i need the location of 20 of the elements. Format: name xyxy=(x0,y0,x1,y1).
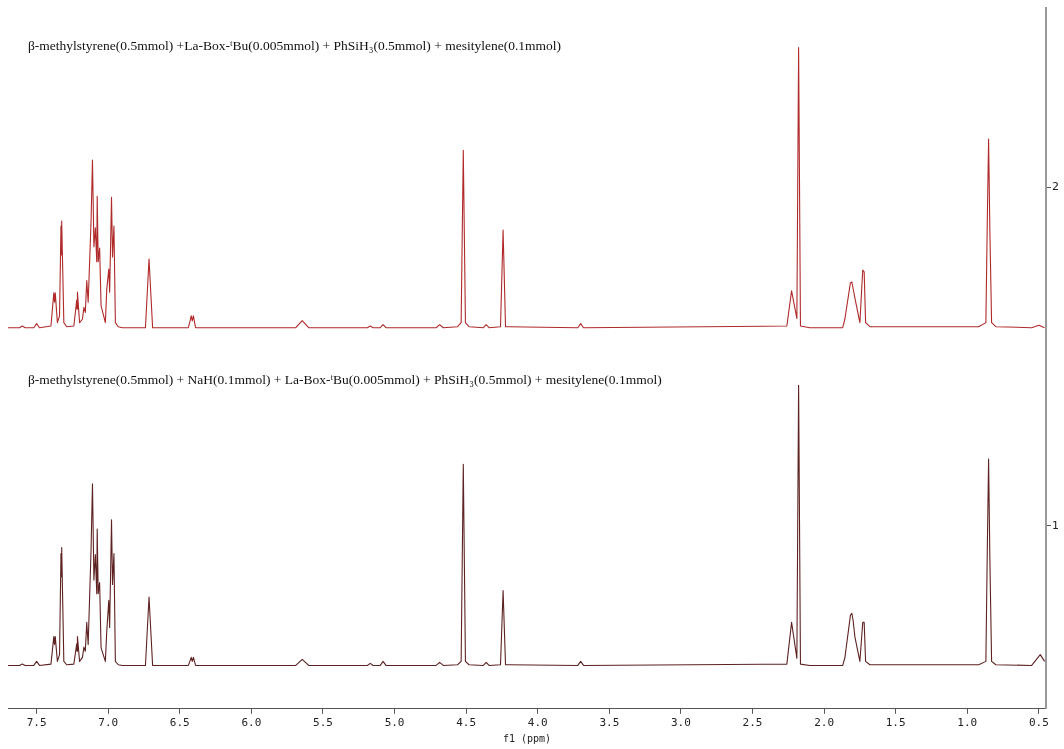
x-tick-label: 1.0 xyxy=(957,716,978,730)
x-axis-title: f1 (ppm) xyxy=(502,732,552,744)
x-tick-label: 7.5 xyxy=(26,716,47,730)
x-tick-label: 2.5 xyxy=(742,716,763,730)
y-tick-label: 2 xyxy=(1052,179,1059,193)
x-tick-label: 2.0 xyxy=(814,716,835,730)
x-tick-label: 1.5 xyxy=(885,716,906,730)
x-tick-label: 4.5 xyxy=(456,716,477,730)
x-tick-label: 4.0 xyxy=(527,716,548,730)
x-tick-label: 5.5 xyxy=(313,716,333,730)
annotation: β-methylstyrene(0.5mmol) +La-Box-ᵗBu(0.005mmol) + PhSiH₃(0.5mmol) + mesitylene(0.1mmol) xyxy=(28,38,562,54)
x-tick-label: 6.0 xyxy=(241,716,262,730)
x-tick-label: 3.5 xyxy=(599,716,620,730)
y-tick-label: 1 xyxy=(1052,518,1059,532)
x-tick-label: 3.0 xyxy=(670,716,691,730)
annotation: β-methylstyrene(0.5mmol) + NaH(0.1mmol) + La-Box-ᵗBu(0.005mmol) + PhSiH₃(0.5mmol) + mesitylene(0.1mmol) xyxy=(28,372,662,388)
x-tick-label: 5.0 xyxy=(384,716,405,730)
x-tick-label: 0.5 xyxy=(1028,716,1049,730)
x-tick-label: 7.0 xyxy=(98,716,119,730)
x-tick-label: 6.5 xyxy=(169,716,190,730)
